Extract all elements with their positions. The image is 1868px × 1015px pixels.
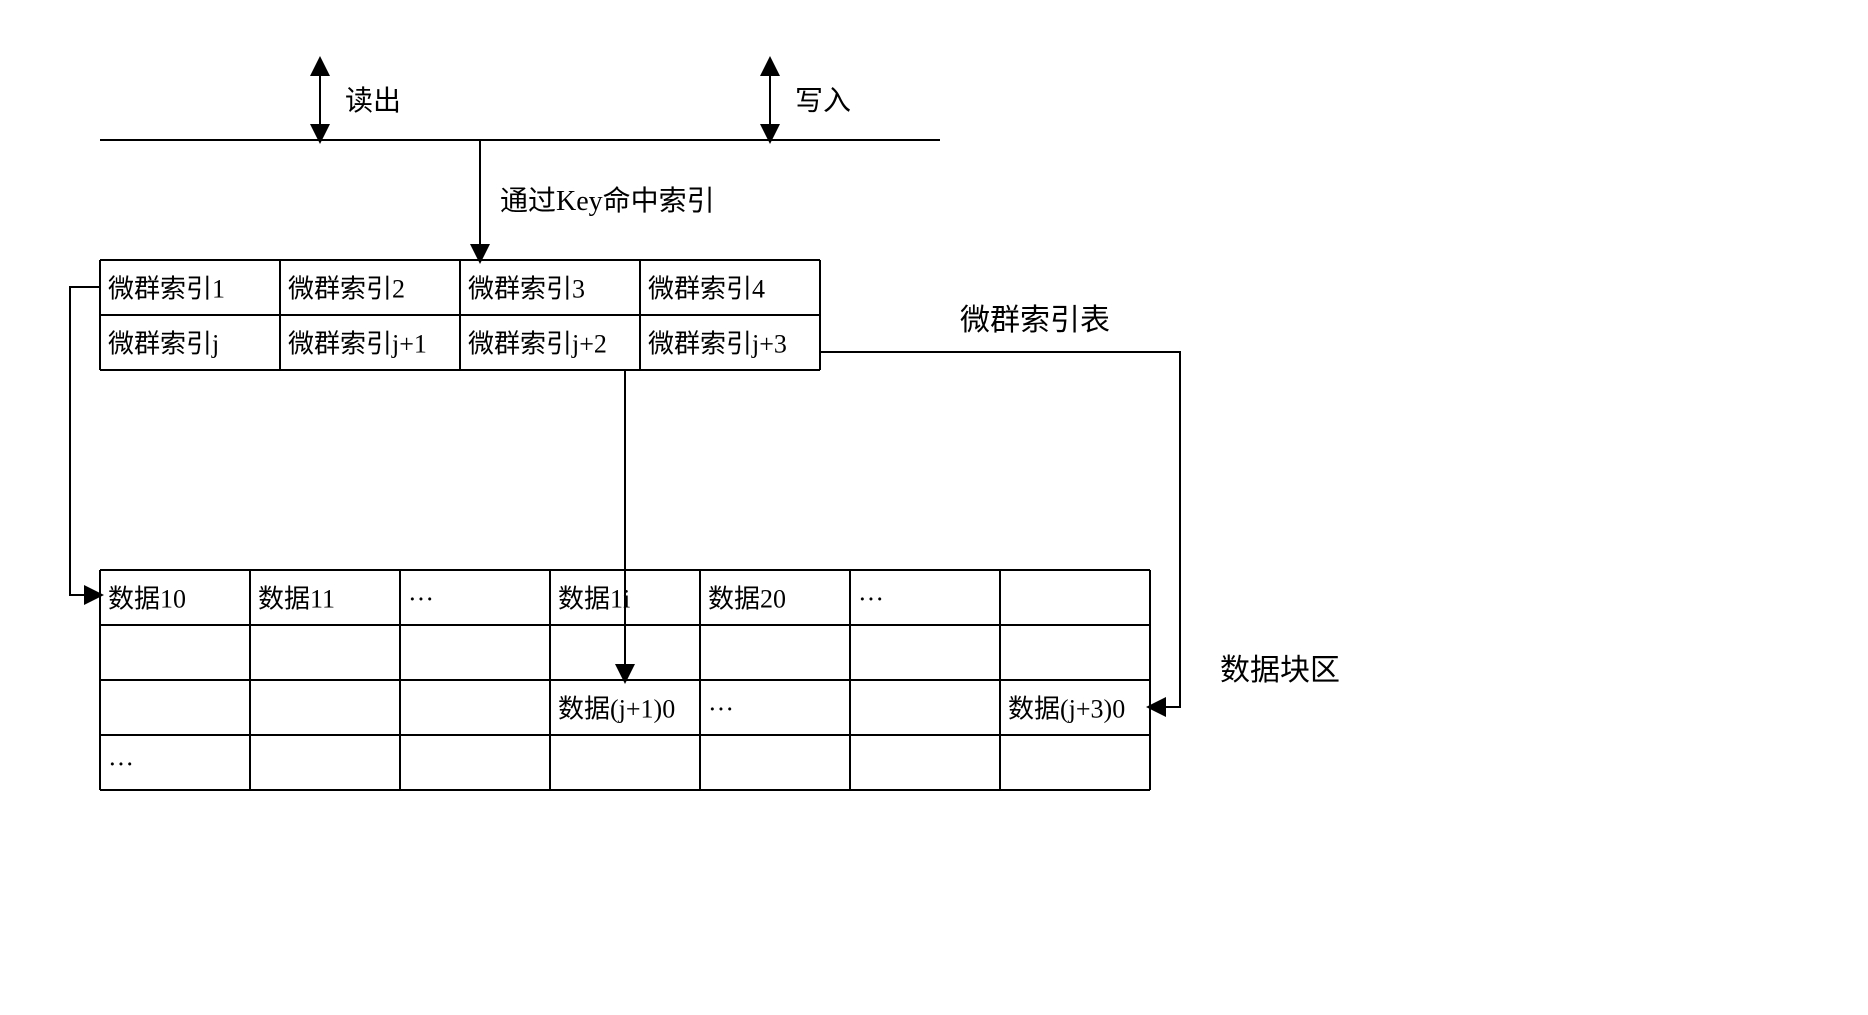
index_table-cell-0-3: 微群索引4	[648, 274, 765, 303]
key-hit-label: 通过Key命中索引	[500, 185, 715, 217]
arrow-index1-to-data10	[70, 287, 100, 595]
data_table-cell-2-3: 数据(j+1)0	[558, 694, 675, 723]
data_table-cell-0-2: ···	[408, 584, 434, 613]
index_table-cell-1-1: 微群索引j+1	[288, 329, 427, 358]
index_table-cell-1-3: 微群索引j+3	[648, 329, 787, 358]
index_table-cell-0-0: 微群索引1	[108, 274, 225, 303]
index_table-cell-0-2: 微群索引3	[468, 274, 585, 303]
data-table-side-label: 数据块区	[1220, 654, 1340, 687]
data_table-cell-0-4: 数据20	[708, 584, 786, 613]
data_table-cell-2-4: ···	[708, 694, 734, 723]
index_table-cell-1-2: 微群索引j+2	[468, 329, 607, 358]
index-table-side-label: 微群索引表	[960, 304, 1110, 337]
index_table-cell-1-0: 微群索引j	[108, 329, 219, 358]
diagram-canvas: 读出 写入通过Key命中索引微群索引1 微群索引2 微群索引3 微群索引4 微群索引j 微群…	[40, 40, 1540, 890]
data_table-cell-3-0: ···	[108, 749, 134, 778]
data_table-cell-0-0: 数据10	[108, 584, 186, 613]
read-label: 读出	[345, 85, 401, 117]
data_table-cell-0-3: 数据1i	[558, 584, 630, 613]
write-label: 写入	[795, 86, 851, 117]
data_table-cell-0-1: 数据11	[258, 584, 335, 613]
data_table-cell-0-5: ···	[858, 584, 884, 613]
data_table-cell-2-6: 数据(j+3)0	[1008, 694, 1125, 723]
index_table-cell-0-1: 微群索引2	[288, 274, 405, 303]
